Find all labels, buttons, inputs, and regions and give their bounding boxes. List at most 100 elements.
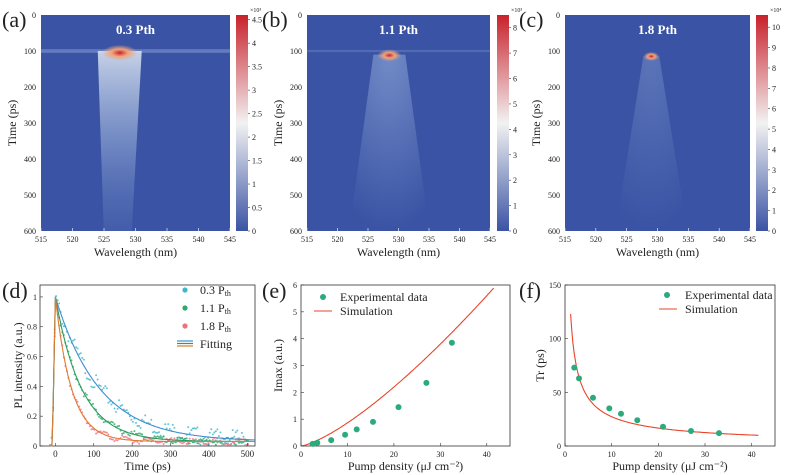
decay-tail-c [615, 56, 688, 232]
colorbar-exponent-a: ×10³ [250, 8, 261, 14]
decay-point [62, 325, 65, 328]
panel-letter-f: (f) [519, 278, 541, 303]
decay-point [131, 420, 134, 423]
decay-point [171, 423, 174, 426]
decay-point [119, 405, 122, 407]
decay-point [113, 423, 116, 426]
decay-point [116, 439, 119, 442]
y-tick-label: 0 [293, 442, 297, 451]
decay-point [154, 431, 157, 434]
decay-point [197, 442, 200, 445]
power-label-b: 1.1 Pth [379, 22, 419, 37]
decay-point [128, 437, 131, 440]
decay-tail-b [349, 54, 430, 231]
decay-point [168, 428, 171, 430]
x-tick-label: 530 [393, 235, 405, 244]
x-axis-label-a: Wavelength (nm) [94, 245, 177, 259]
decay-point [75, 346, 78, 349]
legend-label-exp-f: Experimental data [685, 288, 773, 302]
panel-letter-c: (c) [519, 7, 543, 32]
decay-point [162, 435, 165, 438]
colorbar-tick-label: 0 [513, 227, 517, 236]
data-point [606, 405, 613, 412]
decay-point [113, 407, 116, 410]
legend-label-11: 1.1 Pth [200, 301, 231, 316]
decay-point [188, 437, 191, 440]
y-tick-label: 500 [24, 191, 36, 200]
decay-point [104, 431, 107, 434]
colorbar-tick-label: 7 [513, 49, 517, 58]
decay-point [122, 436, 125, 438]
decay-point [190, 429, 193, 432]
y-axis-label-e: Imax (a.u.) [271, 339, 285, 392]
decay-point [128, 415, 131, 418]
panel-e: (e) 0 10 20 30 40 0 1 2 3 4 5 6 Pump density (μJ cm… [262, 278, 511, 473]
decay-point [144, 438, 147, 441]
panel-a: (a) 0.3 Pth 515 520 525 530 535 540 5450100200… [2, 7, 262, 259]
decay-point [217, 435, 220, 438]
x-tick-label: 0 [563, 450, 567, 459]
x-tick-label: 0 [299, 450, 303, 459]
colorbar-tick-label: 1 [513, 202, 517, 211]
decay-point [116, 407, 119, 410]
decay-point [185, 443, 188, 445]
legend-f: Experimental data Simulation [659, 288, 773, 316]
decay-point [118, 399, 121, 402]
decay-point [122, 432, 125, 435]
data-point [660, 423, 666, 430]
decay-point [84, 372, 87, 375]
data-point [423, 379, 430, 386]
decay-point [219, 441, 222, 444]
legend-marker-exp-e [320, 294, 326, 300]
decay-point [151, 431, 154, 434]
decay-point [158, 436, 160, 439]
panel-letter-d: (d) [2, 278, 28, 303]
decay-point [144, 414, 147, 417]
x-tick-label: 20 [390, 450, 398, 459]
decay-point [185, 437, 188, 440]
data-point [618, 410, 624, 417]
y-tick-label: 100 [549, 335, 561, 344]
decay-point [150, 438, 153, 441]
y-tick-label: 6 [293, 281, 297, 290]
decay-point [88, 399, 91, 402]
colorbar-tick-label: 6 [772, 105, 776, 114]
x-tick-label: 540 [454, 235, 466, 244]
x-tick-label: 535 [161, 235, 173, 244]
decay-point [85, 422, 88, 425]
colorbar-tick-label: 4 [513, 125, 517, 134]
decay-point [85, 377, 88, 380]
decay-point [170, 437, 173, 440]
decay-point [188, 442, 191, 445]
decay-point [76, 400, 79, 403]
decay-point [142, 438, 145, 441]
x-tick-label: 515 [35, 235, 47, 244]
decay-point [102, 430, 105, 433]
fit-line-03pth [50, 296, 255, 447]
power-label-a: 0.3 Pth [116, 22, 156, 37]
decay-point [153, 430, 156, 433]
colorbar-tick-label: 9 [772, 44, 776, 53]
y-tick-label: 500 [548, 191, 560, 200]
colorbar-tick-label: 2 [513, 176, 517, 185]
y-tick-label: 150 [549, 281, 561, 290]
y-axis-label-c: Time (ps) [529, 100, 543, 147]
decay-point [58, 302, 61, 305]
decay-point [150, 418, 153, 421]
legend-d: 0.3 Pth 1.1 Pth 1.8 Pth Fitting [177, 283, 232, 351]
data-point [353, 426, 360, 433]
decay-point [99, 430, 102, 433]
x-tick-label: 525 [621, 235, 633, 244]
decay-point [234, 431, 237, 434]
x-tick-label: 535 [423, 235, 435, 244]
decay-point [88, 378, 91, 381]
decay-point [127, 437, 130, 440]
decay-point [105, 387, 108, 390]
decay-point [224, 443, 227, 446]
panel-d: (d) 0 100 200 300 400 500 0 0.2 0.4 0.6 0.8 1 Time … [2, 278, 256, 473]
decay-point [221, 444, 223, 447]
x-tick-label: 515 [301, 235, 313, 244]
data-point [342, 431, 349, 438]
plot-frame-f [564, 284, 776, 447]
